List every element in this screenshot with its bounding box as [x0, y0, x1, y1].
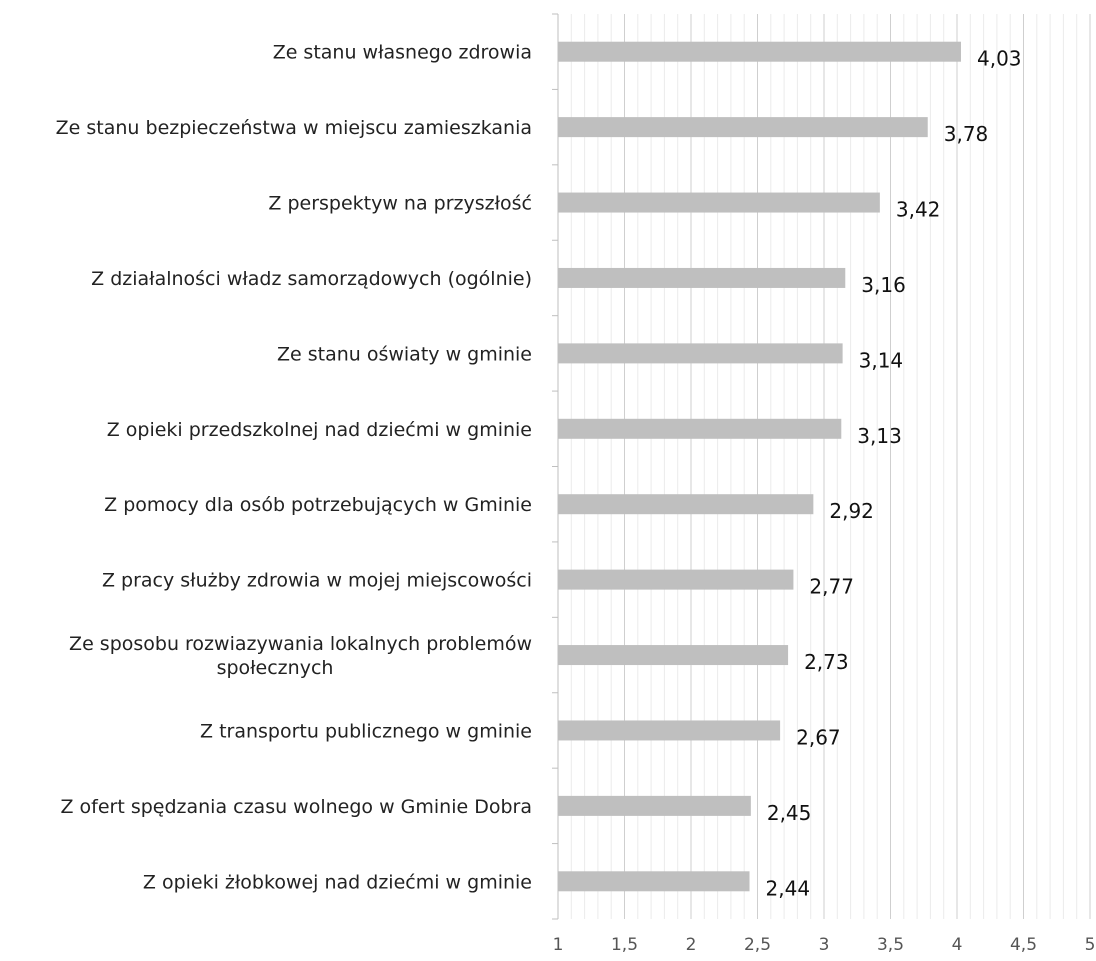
category-label-line: Z pracy służby zdrowia w mojej miejscowo… [102, 570, 532, 592]
bar [558, 795, 751, 816]
x-tick-label: 1,5 [611, 935, 638, 955]
category-label: Z opieki przedszkolnej nad dziećmi w gmi… [107, 419, 532, 441]
value-label: 3,42 [896, 198, 941, 222]
category-label: Z perspektyw na przyszłość [268, 193, 532, 215]
x-tick-label: 2 [686, 935, 697, 955]
bar [558, 645, 789, 666]
category-label: Z opieki żłobkowej nad dziećmi w gminie [143, 871, 532, 893]
category-label-line: Z ofert spędzania czasu wolnego w Gminie… [60, 796, 532, 818]
bar [558, 720, 781, 741]
category-label: Z pomocy dla osób potrzebujących w Gmini… [104, 494, 532, 516]
category-label-line: Z opieki żłobkowej nad dziećmi w gminie [143, 871, 532, 893]
value-label: 2,73 [804, 650, 849, 674]
category-label: Ze sposobu rozwiazywania lokalnych probl… [69, 633, 532, 679]
bar [558, 343, 843, 364]
bar [558, 117, 928, 138]
category-label-line: społecznych [217, 657, 334, 679]
value-labels: 4,03 3,78 3,42 3,16 3,14 3,13 2,92 2,77 2,73 2,67… [766, 47, 1022, 901]
value-label: 3,16 [861, 273, 906, 297]
x-tick-label: 3,5 [877, 935, 904, 955]
value-label: 2,92 [829, 499, 874, 523]
x-tick-label: 4,5 [1010, 935, 1037, 955]
category-label: Ze stanu własnego zdrowia [273, 42, 532, 64]
x-tick-label: 5 [1085, 935, 1096, 955]
category-label-line: Ze stanu oświaty w gminie [277, 343, 532, 365]
category-label-line: Ze stanu bezpieczeństwa w miejscu zamies… [56, 117, 532, 139]
category-label-line: Z działalności władz samorządowych (ogól… [91, 268, 532, 290]
bars [558, 41, 961, 892]
value-label: 3,14 [859, 348, 904, 372]
category-label-line: Z perspektyw na przyszłość [268, 193, 532, 215]
x-tick-label: 4 [952, 935, 963, 955]
category-label-line: Ze sposobu rozwiazywania lokalnych probl… [69, 633, 532, 655]
bar [558, 192, 880, 213]
value-label: 3,78 [944, 122, 989, 146]
category-label: Z działalności władz samorządowych (ogól… [91, 268, 532, 290]
x-axis-tick-labels: 1 1,5 2 2,5 3 3,5 4 4,5 5 [553, 935, 1096, 955]
category-label-line: Ze stanu własnego zdrowia [273, 42, 532, 64]
value-label: 2,67 [796, 725, 841, 749]
value-label: 2,45 [767, 801, 812, 825]
x-tick-label: 2,5 [744, 935, 771, 955]
bar [558, 418, 842, 439]
category-label: Z pracy służby zdrowia w mojej miejscowo… [102, 570, 532, 592]
value-label: 4,03 [977, 47, 1022, 71]
bar [558, 494, 814, 515]
category-label: Z ofert spędzania czasu wolnego w Gminie… [60, 796, 532, 818]
bar [558, 41, 961, 62]
category-label-line: Z pomocy dla osób potrzebujących w Gmini… [104, 494, 532, 516]
category-label: Ze stanu oświaty w gminie [277, 343, 532, 365]
bar [558, 871, 750, 892]
bar [558, 267, 846, 288]
category-label: Z transportu publicznego w gminie [200, 720, 532, 742]
gridlines [552, 13, 1091, 920]
value-label: 2,44 [766, 876, 811, 900]
value-label: 2,77 [809, 575, 854, 599]
category-label-line: Z opieki przedszkolnej nad dziećmi w gmi… [107, 419, 532, 441]
category-label-line: Z transportu publicznego w gminie [200, 720, 532, 742]
x-tick-label: 3 [819, 935, 830, 955]
bar [558, 569, 794, 590]
value-label: 3,13 [857, 424, 902, 448]
x-tick-label: 1 [553, 935, 564, 955]
category-label: Ze stanu bezpieczeństwa w miejscu zamies… [56, 117, 532, 139]
category-labels: Ze stanu własnego zdrowia Ze stanu bezpie… [56, 42, 532, 894]
